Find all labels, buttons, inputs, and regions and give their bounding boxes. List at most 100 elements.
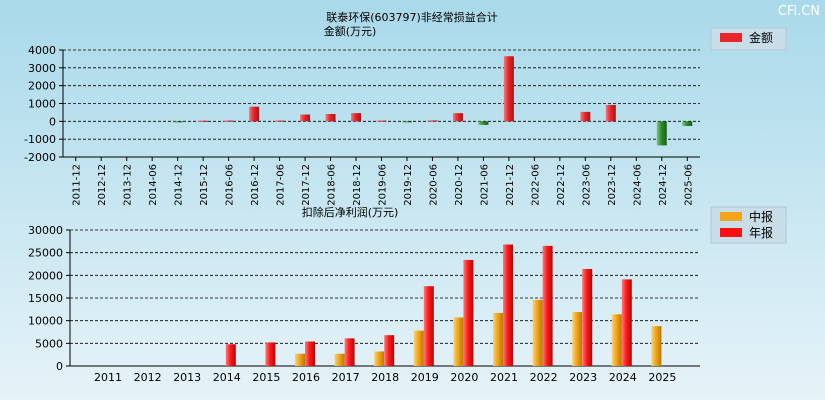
- x-tick-label: 2019: [411, 371, 439, 384]
- y-tick-label: 4000: [28, 44, 56, 57]
- y-tick-label: 1000: [28, 98, 56, 111]
- bar: [503, 244, 513, 366]
- x-tick-label: 2024: [609, 371, 637, 384]
- x-tick-label: 2021-06: [479, 164, 490, 206]
- x-tick-label: 2014-06: [148, 164, 159, 206]
- bar: [413, 330, 424, 366]
- bar: [463, 259, 474, 366]
- bar: [249, 106, 260, 122]
- y-tick-label: 2000: [28, 80, 56, 93]
- y-tick-label: 5000: [35, 337, 63, 350]
- bar: [427, 120, 438, 122]
- bar: [172, 121, 183, 123]
- x-tick-label: 2019-06: [378, 164, 389, 206]
- bar: [344, 338, 355, 366]
- x-tick-label: 2022: [530, 371, 558, 384]
- x-tick-label: 2015: [252, 371, 280, 384]
- bar: [374, 351, 385, 366]
- x-tick-label: 2023-12: [607, 164, 618, 206]
- bar: [621, 279, 632, 366]
- bar: [503, 56, 514, 122]
- x-tick-label: 2023-06: [581, 164, 592, 206]
- x-tick-label: 2016-06: [225, 164, 236, 206]
- legend-label: 金额: [749, 30, 773, 45]
- bar: [682, 121, 693, 126]
- bar: [225, 344, 236, 366]
- bar: [265, 342, 276, 366]
- chart-adjusted-profit: 扣除后净利润(万元) 30000 25000 20000 15000 10000 5000…: [28, 205, 787, 384]
- x-tick-label: 2016-12: [250, 164, 261, 206]
- bar: [334, 353, 345, 366]
- bar: [401, 121, 412, 123]
- x-tick-label: 2015-12: [199, 164, 210, 206]
- legend-swatch: [720, 33, 742, 42]
- bar: [572, 312, 583, 366]
- x-tick-label: 2020-12: [454, 164, 465, 206]
- chart2-title: 扣除后净利润(万元): [302, 205, 399, 219]
- bar: [223, 120, 234, 122]
- chart1-plot: 4000 3000 2000 1000 0 -1000 -2000 2011-12 2012-1…: [24, 44, 700, 206]
- x-tick-label: 2011-12: [72, 164, 83, 206]
- y-tick-label: -1000: [24, 133, 56, 146]
- bar: [198, 120, 209, 122]
- bar: [542, 245, 553, 366]
- x-tick-label: 2020-06: [428, 164, 439, 206]
- x-tick-label: 2021-12: [505, 164, 516, 206]
- bar: [580, 111, 591, 122]
- y-tick-label: 25000: [28, 247, 63, 260]
- x-tick-label: 2024-06: [632, 164, 643, 206]
- x-tick-label: 2024-12: [658, 164, 669, 206]
- bar: [325, 114, 336, 122]
- bar: [274, 120, 285, 122]
- y-tick-label: 0: [56, 360, 63, 373]
- x-tick-label: 2017-06: [276, 164, 287, 206]
- x-tick-label: 2019-12: [403, 164, 414, 206]
- x-tick-label: 2025-06: [683, 164, 694, 206]
- legend-swatch: [720, 212, 742, 221]
- y-tick-label: 15000: [28, 292, 63, 305]
- bar: [582, 268, 593, 366]
- bar: [300, 114, 311, 122]
- y-tick-label: 30000: [28, 224, 63, 237]
- x-tick-label: 2020: [450, 371, 478, 384]
- x-tick-label: 2014: [213, 371, 241, 384]
- legend-label: 中报: [749, 209, 773, 224]
- x-tick-label: 2017: [332, 371, 360, 384]
- bar: [453, 317, 464, 366]
- bar: [651, 326, 662, 366]
- chart-nonrecurring: 联泰环保(603797)非经常损益合计 金额(万元) 4000 3000 2000 1…: [24, 10, 787, 206]
- bar: [376, 120, 387, 122]
- bar: [611, 314, 622, 366]
- y-tick-label: 3000: [28, 62, 56, 75]
- bar: [532, 299, 543, 366]
- chart1-subtitle: 金额(万元): [324, 24, 377, 38]
- bar: [295, 353, 305, 366]
- x-tick-label: 2013-12: [123, 164, 134, 206]
- bar: [605, 104, 616, 122]
- bar: [384, 335, 395, 366]
- x-tick-label: 2011: [94, 371, 122, 384]
- bar: [305, 341, 315, 366]
- legend-label: 年报: [749, 225, 773, 240]
- x-tick-label: 2018-12: [352, 164, 363, 206]
- x-tick-label: 2012: [134, 371, 162, 384]
- x-tick-label: 2025: [648, 371, 676, 384]
- x-tick-label: 2018: [371, 371, 399, 384]
- y-tick-label: 0: [49, 115, 56, 128]
- y-tick-label: 10000: [28, 315, 63, 328]
- x-tick-label: 2023: [569, 371, 597, 384]
- watermark: CFi.CN: [778, 4, 820, 19]
- y-tick-label: -2000: [24, 151, 56, 164]
- x-tick-label: 2013: [173, 371, 201, 384]
- x-tick-label: 2022-12: [556, 164, 567, 206]
- x-tick-label: 2014-12: [174, 164, 185, 206]
- bar: [452, 113, 463, 122]
- x-tick-label: 2016: [292, 371, 320, 384]
- chart1-title: 联泰环保(603797)非经常损益合计: [326, 10, 498, 24]
- x-tick-label: 2017-12: [301, 164, 312, 206]
- x-tick-label: 2022-06: [530, 164, 541, 206]
- bar: [423, 286, 434, 366]
